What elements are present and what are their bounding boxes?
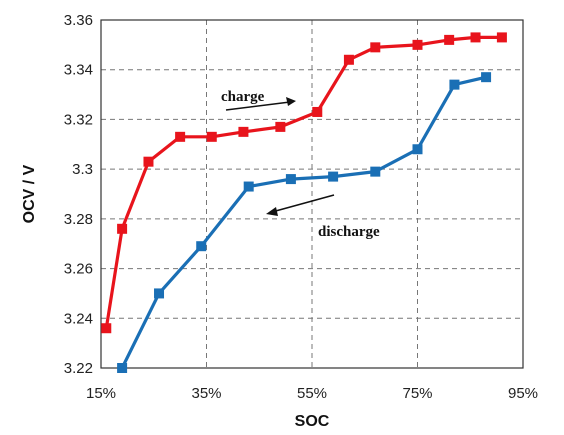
data-point-charge [496, 32, 507, 43]
data-point-charge [175, 131, 186, 142]
data-point-charge [275, 121, 286, 132]
y-axis-title: OCV / V [21, 164, 38, 223]
data-point-discharge [196, 241, 207, 252]
annotation-charge: charge [221, 89, 296, 111]
data-point-charge [343, 54, 354, 65]
grid-layer [101, 20, 523, 368]
data-point-discharge [154, 288, 165, 299]
x-tick-label: 75% [402, 385, 432, 402]
data-point-charge [444, 34, 455, 45]
series-line-charge [104, 35, 502, 329]
y-tick-label: 3.34 [64, 62, 93, 79]
annotation-charge-label: charge [221, 89, 265, 105]
x-axis-title: SOC [295, 413, 330, 430]
data-point-charge [238, 126, 249, 137]
data-point-discharge [449, 79, 460, 90]
data-point-charge [101, 323, 112, 334]
y-tick-label: 3.24 [64, 310, 93, 327]
data-point-discharge [370, 166, 381, 177]
annotation-charge-arrowhead [286, 97, 296, 106]
y-tick-label: 3.26 [64, 261, 93, 278]
data-point-charge [143, 156, 154, 167]
data-point-charge [117, 223, 128, 234]
y-tick-labels: 3.22 3.24 3.26 3.28 3.3 3.32 3.34 3.36 [64, 12, 93, 377]
y-tick-label: 3.28 [64, 211, 93, 228]
data-point-discharge [243, 181, 254, 192]
data-point-charge [412, 39, 423, 50]
data-point-charge [370, 42, 381, 53]
data-point-discharge [328, 171, 339, 182]
x-tick-label: 95% [508, 385, 538, 402]
annotation-charge-arrow [225, 101, 291, 111]
data-point-discharge [285, 174, 296, 185]
data-point-charge [312, 106, 323, 117]
y-tick-label: 3.3 [72, 161, 93, 178]
series-discharge [117, 72, 492, 373]
annotation-discharge-label: discharge [318, 224, 380, 240]
annotation-layer: charge discharge [221, 89, 380, 240]
x-tick-label: 15% [86, 385, 116, 402]
series-charge [101, 32, 507, 334]
annotation-discharge: discharge [266, 194, 380, 240]
data-point-discharge [117, 363, 128, 373]
x-tick-label: 35% [191, 385, 221, 402]
y-tick-label: 3.36 [64, 12, 93, 29]
data-point-discharge [481, 72, 492, 83]
y-tick-label: 3.32 [64, 111, 93, 128]
x-tick-label: 55% [297, 385, 327, 402]
y-tick-label: 3.22 [64, 360, 93, 377]
series-layer [101, 32, 507, 373]
annotation-discharge-arrowhead [266, 207, 278, 216]
data-point-charge [206, 131, 217, 142]
data-point-charge [470, 32, 481, 43]
x-tick-labels: 15% 35% 55% 75% 95% [86, 385, 538, 402]
series-line-discharge [120, 75, 487, 369]
plot-frame [100, 19, 524, 369]
annotation-discharge-arrow [271, 194, 335, 213]
data-point-discharge [412, 144, 423, 155]
